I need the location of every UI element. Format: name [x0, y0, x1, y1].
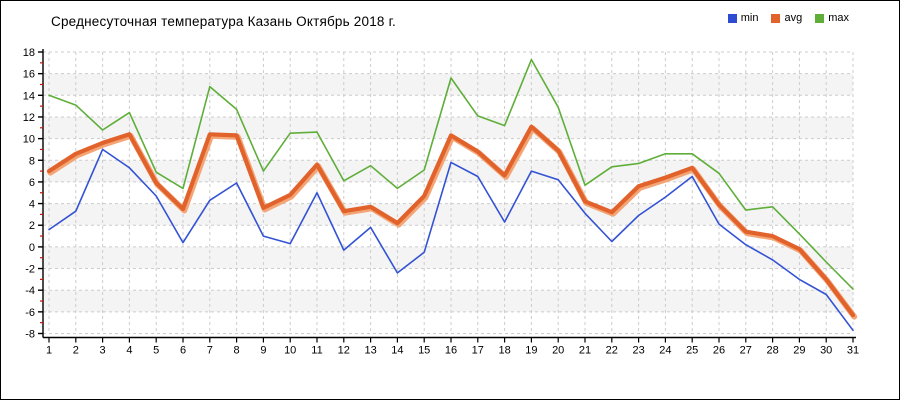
x-tick-label: 15 — [418, 345, 430, 357]
x-tick-label: 26 — [713, 345, 725, 357]
min-series-swatch-icon — [727, 13, 737, 23]
x-tick-label: 31 — [847, 345, 859, 357]
x-tick-label: 25 — [686, 345, 698, 357]
x-tick-label: 4 — [126, 345, 132, 357]
y-tick-label: -8 — [25, 329, 35, 341]
chart-title: Среднесуточная температура Казань Октябр… — [51, 14, 397, 29]
y-tick-label: 10 — [23, 134, 35, 146]
x-tick-label: 13 — [364, 345, 376, 357]
avg-series-swatch-icon — [771, 13, 781, 23]
x-tick-label: 9 — [260, 345, 266, 357]
x-tick-label: 1 — [46, 345, 52, 357]
legend: min avg max — [727, 12, 849, 24]
x-tick-label: 10 — [284, 345, 296, 357]
x-tick-label: 20 — [552, 345, 564, 357]
max-line — [48, 58, 854, 290]
x-tick-label: 19 — [525, 345, 537, 357]
y-tick-label: 8 — [29, 155, 35, 167]
legend-label-min: min — [740, 12, 759, 24]
legend-label-avg: avg — [784, 12, 803, 24]
x-tick-label: 5 — [153, 345, 159, 357]
x-tick-label: 2 — [73, 345, 79, 357]
y-tick-label: 16 — [23, 69, 35, 81]
legend-label-max: max — [828, 12, 849, 24]
x-tick-label: 29 — [793, 345, 805, 357]
x-tick-label: 7 — [207, 345, 213, 357]
y-tick-label: 2 — [29, 220, 35, 232]
avg-line — [46, 124, 856, 318]
x-tick-label: 3 — [100, 345, 106, 357]
x-tick-label: 18 — [498, 345, 510, 357]
plot-band — [43, 290, 853, 312]
y-tick-label: 14 — [23, 90, 35, 102]
plot-band — [43, 246, 853, 269]
min-line — [48, 148, 854, 332]
plot-band — [43, 203, 853, 226]
x-tick-label: 14 — [391, 345, 403, 357]
x-tick-label: 27 — [740, 345, 752, 357]
y-tick-label: -2 — [25, 264, 35, 276]
x-tick-label: 22 — [606, 345, 618, 357]
x-tick-label: 30 — [820, 345, 832, 357]
legend-item-max[interactable]: max — [815, 12, 849, 24]
y-tick-label: 18 — [23, 47, 35, 59]
max-series-swatch-icon — [815, 13, 825, 23]
legend-item-min[interactable]: min — [727, 12, 759, 24]
x-tick-label: 11 — [311, 345, 322, 357]
plot-band — [43, 73, 853, 96]
x-tick-label: 23 — [632, 345, 644, 357]
y-tick-label: -4 — [25, 285, 35, 297]
plot-band — [43, 116, 853, 139]
y-tick-label: 12 — [23, 112, 35, 124]
x-tick-label: 28 — [766, 345, 778, 357]
y-tick-label: 6 — [29, 177, 35, 189]
x-tick-label: 17 — [472, 345, 484, 357]
y-tick-label: -6 — [25, 307, 35, 319]
x-tick-label: 6 — [180, 345, 186, 357]
x-tick-label: 16 — [445, 345, 457, 357]
y-tick-label: 0 — [29, 242, 35, 254]
y-tick-label: 4 — [29, 199, 35, 211]
x-tick-label: 12 — [338, 345, 350, 357]
x-tick-label: 21 — [579, 345, 591, 357]
x-tick-label: 24 — [659, 345, 671, 357]
legend-item-avg[interactable]: avg — [771, 12, 802, 24]
x-tick-label: 8 — [234, 345, 240, 357]
